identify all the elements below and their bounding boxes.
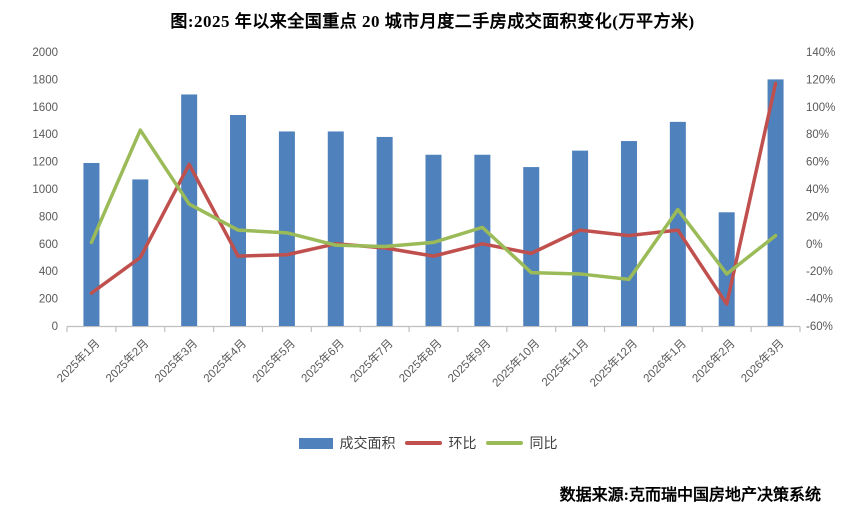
x-axis-label: 2025年10月 <box>489 336 542 389</box>
x-axis-label: 2025年1月 <box>54 336 103 385</box>
bar-2025年3月 <box>181 94 198 326</box>
right-axis-label: -20% <box>806 266 833 278</box>
chart-legend: 成交面积 环比 同比 <box>298 433 567 453</box>
left-axis-label: 400 <box>39 266 58 278</box>
x-axis-label: 2025年8月 <box>396 336 445 385</box>
legend-yoy-line-swatch <box>485 441 523 445</box>
legend-bar-swatch <box>298 437 333 449</box>
x-axis-label: 2026年1月 <box>640 336 689 385</box>
right-axis-label: -40% <box>806 294 833 306</box>
bar-2025年11月 <box>572 150 589 326</box>
left-axis-label: 0 <box>52 321 58 333</box>
right-axis-label: 120% <box>806 74 835 86</box>
x-axis-label: 2025年6月 <box>298 336 347 385</box>
bar-2025年4月 <box>230 115 247 327</box>
left-axis-label: 1200 <box>32 157 58 169</box>
x-axis-label: 2025年11月 <box>539 336 592 389</box>
right-axis-label: 20% <box>806 211 829 223</box>
bar-2025年8月 <box>425 154 442 326</box>
x-axis-label: 2025年7月 <box>347 336 396 385</box>
left-axis-label: 1600 <box>32 102 58 114</box>
right-axis-label: 60% <box>806 157 829 169</box>
left-axis-label: 200 <box>39 294 58 306</box>
bar-2026年3月 <box>767 79 784 327</box>
right-axis-label: -60% <box>806 321 833 333</box>
left-axis-label: 1000 <box>32 184 58 196</box>
bar-2025年1月 <box>83 162 100 326</box>
x-axis-label: 2025年12月 <box>587 336 640 389</box>
bar-2025年10月 <box>523 167 540 326</box>
right-axis-label: 140% <box>806 47 835 59</box>
left-axis-label: 2000 <box>32 47 58 59</box>
bar-2026年1月 <box>669 121 686 327</box>
yoy-line <box>89 128 778 282</box>
bar-2025年5月 <box>278 131 295 326</box>
chart-plot-area: 0 200 400 600 800 1000 1200 1400 1600 1800 2000 -60… <box>32 47 835 390</box>
left-axis-label: 600 <box>39 239 58 251</box>
chart-title: 图:2025 年以来全国重点 20 城市月度二手房成交面积变化(万平方米) <box>170 12 695 31</box>
bar-2025年9月 <box>474 154 491 326</box>
bar-2025年7月 <box>376 136 393 326</box>
bar-2025年6月 <box>327 131 344 326</box>
x-axis-label: 2025年5月 <box>249 336 298 385</box>
right-axis-label: 80% <box>806 129 829 141</box>
left-axis-label: 800 <box>39 211 58 223</box>
legend-mom-line-swatch <box>404 441 442 445</box>
left-axis-label: 1400 <box>32 129 58 141</box>
legend-label-yoy: 同比 <box>529 435 558 451</box>
left-axis-label: 1800 <box>32 74 58 86</box>
x-axis-label: 2026年2月 <box>689 336 738 385</box>
data-source: 数据来源:克而瑞中国房地产决策系统 <box>559 487 821 504</box>
right-axis-label: 100% <box>806 102 835 114</box>
x-axis-label: 2025年9月 <box>445 336 494 385</box>
x-axis-label: 2025年2月 <box>103 336 152 385</box>
bar-2025年2月 <box>132 179 149 326</box>
legend-label-mom: 环比 <box>448 435 477 451</box>
right-axis-label: 0% <box>806 239 823 251</box>
x-axis-label: 2026年3月 <box>738 336 787 385</box>
x-axis-label: 2025年3月 <box>152 336 201 385</box>
x-axis-label: 2025年4月 <box>200 336 249 385</box>
legend-label-transaction-area: 成交面积 <box>339 435 396 451</box>
right-axis-label: 40% <box>806 184 829 196</box>
